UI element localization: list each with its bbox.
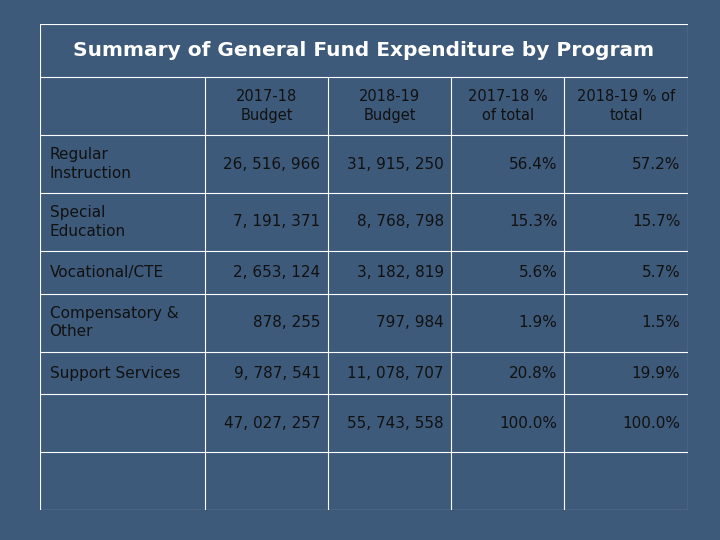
Text: 2017-18 %
of total: 2017-18 % of total <box>468 89 548 123</box>
Text: 5.6%: 5.6% <box>519 265 558 280</box>
Text: 56.4%: 56.4% <box>509 157 558 172</box>
Text: 19.9%: 19.9% <box>631 366 680 381</box>
Text: 797, 984: 797, 984 <box>376 315 444 330</box>
Text: 5.7%: 5.7% <box>642 265 680 280</box>
Text: Support Services: Support Services <box>50 366 180 381</box>
Text: 47, 027, 257: 47, 027, 257 <box>224 416 320 431</box>
Text: 26, 516, 966: 26, 516, 966 <box>223 157 320 172</box>
Text: 878, 255: 878, 255 <box>253 315 320 330</box>
Text: 57.2%: 57.2% <box>632 157 680 172</box>
Text: 1.5%: 1.5% <box>642 315 680 330</box>
Text: 2018-19 % of
total: 2018-19 % of total <box>577 89 675 123</box>
Text: 31, 915, 250: 31, 915, 250 <box>347 157 444 172</box>
Text: Summary of General Fund Expenditure by Program: Summary of General Fund Expenditure by P… <box>73 41 654 60</box>
Text: 9, 787, 541: 9, 787, 541 <box>233 366 320 381</box>
Text: Vocational/CTE: Vocational/CTE <box>50 265 163 280</box>
Text: Regular
Instruction: Regular Instruction <box>50 147 131 181</box>
Text: 7, 191, 371: 7, 191, 371 <box>233 214 320 230</box>
Text: 100.0%: 100.0% <box>500 416 558 431</box>
Text: 15.7%: 15.7% <box>632 214 680 230</box>
Text: 1.9%: 1.9% <box>519 315 558 330</box>
Text: 8, 768, 798: 8, 768, 798 <box>356 214 444 230</box>
Text: 11, 078, 707: 11, 078, 707 <box>347 366 444 381</box>
Text: 2017-18
Budget: 2017-18 Budget <box>235 89 297 123</box>
Text: 2018-19
Budget: 2018-19 Budget <box>359 89 420 123</box>
Text: 15.3%: 15.3% <box>509 214 558 230</box>
Text: Compensatory &
Other: Compensatory & Other <box>50 306 179 340</box>
Text: 3, 182, 819: 3, 182, 819 <box>356 265 444 280</box>
Text: 20.8%: 20.8% <box>509 366 558 381</box>
Text: 2, 653, 124: 2, 653, 124 <box>233 265 320 280</box>
Text: 55, 743, 558: 55, 743, 558 <box>347 416 444 431</box>
Text: Special
Education: Special Education <box>50 205 125 239</box>
Text: 100.0%: 100.0% <box>622 416 680 431</box>
